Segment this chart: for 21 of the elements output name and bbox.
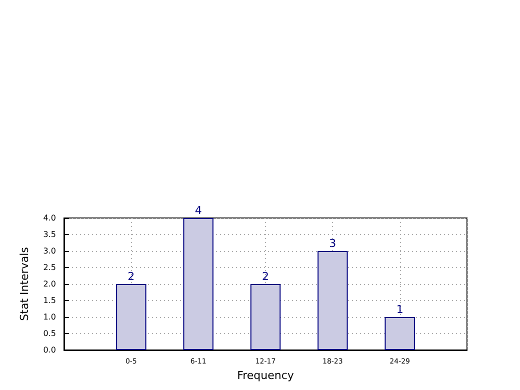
y-tick-label: 2.5 [43,263,56,272]
bar [183,218,214,350]
y-tick-label: 1.5 [43,296,56,305]
y-tick-label: 0.5 [43,329,56,338]
y-tick-label: 1.0 [43,312,56,322]
data-label: 2 [128,270,135,283]
y-axis-title: Stat Intervals [18,246,31,321]
bar [318,251,348,350]
y-tick-label: 0.0 [43,346,56,354]
bar [384,317,415,350]
x-axis-title: Frequency [237,369,294,382]
data-label: 2 [262,270,269,283]
bar [116,284,146,350]
data-label: 3 [329,237,336,250]
bar [250,284,281,350]
y-tick-label: 2.0 [43,280,56,288]
y-tick-label: 4.0 [43,214,56,222]
data-label: 4 [194,204,202,217]
y-tick-label: 3.0 [43,246,56,256]
y-tick-label: 3.5 [43,230,56,239]
data-label: 1 [396,303,404,316]
